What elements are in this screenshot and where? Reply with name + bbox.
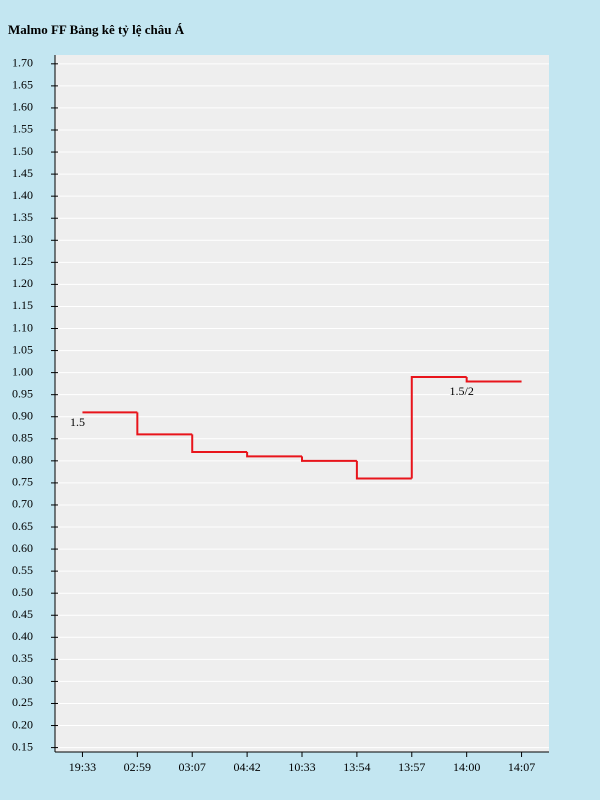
y-tick-label: 0.95 (12, 386, 33, 400)
y-tick-label: 0.15 (12, 739, 33, 753)
y-tick-label: 1.30 (12, 232, 33, 246)
y-tick-label: 0.25 (12, 695, 33, 709)
x-tick-label: 13:54 (343, 760, 370, 774)
step-line (410, 376, 467, 479)
x-tick-label: 19:33 (69, 760, 96, 774)
y-tick-label: 1.25 (12, 254, 33, 268)
point-label: 1.5 (70, 415, 85, 429)
y-tick-label: 1.35 (12, 210, 33, 224)
y-tick-label: 0.55 (12, 563, 33, 577)
step-line (191, 434, 248, 454)
chart-title: Malmo FF Bảng kê tỷ lệ châu Á (8, 22, 185, 37)
x-tick-label: 03:07 (179, 760, 206, 774)
y-tick-label: 0.65 (12, 519, 33, 533)
y-tick-label: 0.50 (12, 585, 33, 599)
x-tick-label: 10:33 (288, 760, 315, 774)
y-tick-label: 1.65 (12, 78, 33, 92)
x-tick-label: 02:59 (124, 760, 151, 774)
step-line (246, 452, 302, 458)
y-tick-label: 0.40 (12, 629, 33, 643)
y-tick-label: 1.15 (12, 298, 33, 312)
y-tick-label: 0.70 (12, 497, 33, 511)
step-line (301, 456, 357, 462)
y-tick-label: 0.20 (12, 717, 33, 731)
step-line (136, 412, 193, 436)
y-tick-label: 1.20 (12, 276, 33, 290)
y-tick-label: 0.30 (12, 673, 33, 687)
y-tick-label: 0.75 (12, 475, 33, 489)
y-tick-label: 0.45 (12, 607, 33, 621)
y-tick-label: 1.50 (12, 144, 33, 158)
point-label: 1.5/2 (449, 384, 473, 398)
step-line (465, 377, 522, 383)
y-tick-label: 1.05 (12, 342, 33, 356)
x-tick-label: 14:07 (508, 760, 535, 774)
y-tick-label: 0.85 (12, 431, 33, 445)
x-tick-label: 04:42 (233, 760, 260, 774)
y-tick-label: 1.10 (12, 320, 33, 334)
y-tick-label: 0.80 (12, 453, 33, 467)
step-line (355, 460, 412, 480)
y-tick-label: 1.00 (12, 364, 33, 378)
y-tick-label: 0.90 (12, 408, 33, 422)
y-tick-label: 1.70 (12, 56, 33, 70)
y-tick-label: 1.60 (12, 100, 33, 114)
y-tick-label: 0.35 (12, 651, 33, 665)
y-tick-label: 0.60 (12, 541, 33, 555)
x-tick-label: 13:57 (398, 760, 425, 774)
x-tick-label: 14:00 (453, 760, 480, 774)
plot-area (55, 55, 549, 752)
y-tick-label: 1.45 (12, 166, 33, 180)
y-tick-label: 1.55 (12, 122, 33, 136)
y-tick-label: 1.40 (12, 188, 33, 202)
